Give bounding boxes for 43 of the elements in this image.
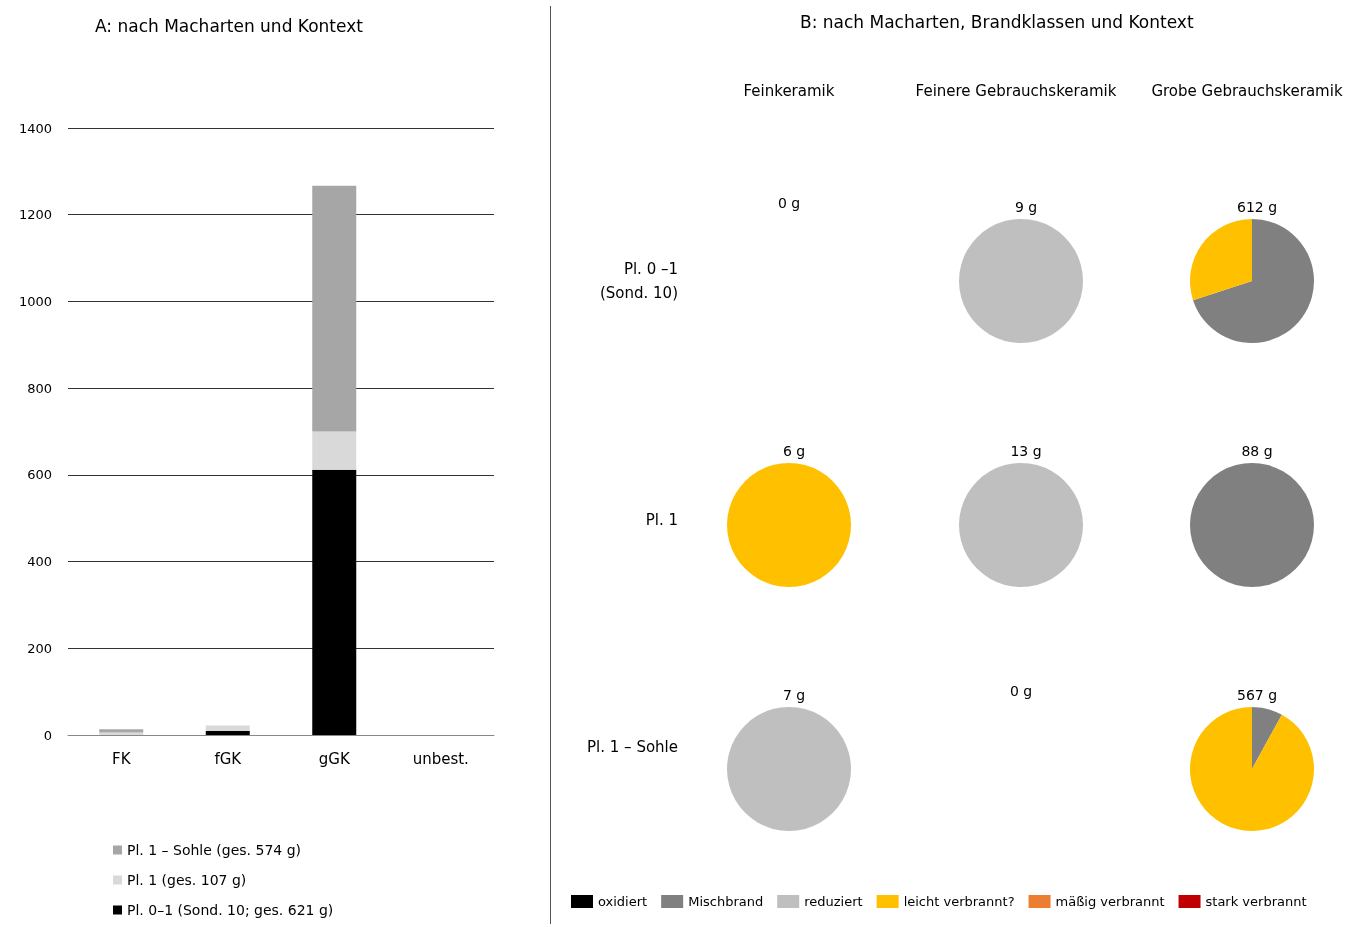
legend-label: leicht verbrannt? bbox=[903, 894, 1015, 909]
text: Pl. 1 – Sohle bbox=[586, 737, 678, 758]
slice-label: 88 g bbox=[1241, 443, 1273, 459]
bar bbox=[205, 731, 250, 735]
legend-label: stark verbrannt bbox=[1205, 894, 1307, 909]
text: 0 g bbox=[776, 195, 802, 211]
slice-label: 612 g bbox=[1236, 199, 1278, 215]
y-tick-label: 200 bbox=[27, 640, 52, 656]
text: Feinere Gebrauchskeramik bbox=[914, 82, 1118, 100]
legend-label: Pl. 0–1 (Sond. 10; ges. 621 g) bbox=[127, 902, 334, 918]
slice-label: 9 g bbox=[1014, 199, 1038, 215]
bar bbox=[312, 431, 357, 470]
x-tick-label: fGK bbox=[214, 749, 243, 768]
y-tick-label: 1400 bbox=[18, 120, 52, 136]
slice-label: 7 g bbox=[782, 687, 806, 703]
text: Pl. 1 bbox=[644, 510, 678, 531]
y-tick-label: 400 bbox=[27, 554, 52, 570]
legend-label: Pl. 1 – Sohle (ges. 574 g) bbox=[127, 842, 301, 858]
legend-label: Pl. 1 (ges. 107 g) bbox=[127, 872, 247, 888]
y-tick-label: 1200 bbox=[18, 207, 52, 223]
chart-title: A: nach Macharten und Kontext bbox=[95, 15, 364, 36]
bar bbox=[312, 185, 357, 432]
y-tick-label: 0 bbox=[43, 727, 52, 743]
legend-label: Mischbrand bbox=[688, 894, 764, 909]
x-tick-label: gGK bbox=[318, 749, 351, 768]
text: Feinkeramik bbox=[742, 82, 836, 100]
x-tick-label: FK bbox=[112, 749, 132, 768]
legend-label: oxidiert bbox=[598, 894, 648, 909]
text: Pl. 0 –1 (Sond. 10) bbox=[598, 259, 678, 304]
legend-label: mäßig verbrannt bbox=[1055, 894, 1165, 909]
slice-label: 567 g bbox=[1236, 687, 1278, 703]
bar bbox=[312, 469, 357, 735]
y-tick-label: 1000 bbox=[18, 293, 52, 309]
x-tick-label: unbest. bbox=[412, 749, 469, 768]
y-tick-label: 600 bbox=[27, 467, 52, 483]
text: 0 g bbox=[1008, 683, 1034, 699]
slice-label: 13 g bbox=[1010, 443, 1042, 459]
text: Grobe Gebrauchskeramik bbox=[1150, 82, 1344, 100]
text: B: nach Macharten, Brandklassen und Kontext bbox=[800, 12, 1194, 32]
slice-label: 6 g bbox=[782, 443, 806, 459]
y-tick-label: 800 bbox=[27, 380, 52, 396]
legend-label: reduziert bbox=[804, 894, 863, 909]
bar bbox=[205, 725, 250, 732]
